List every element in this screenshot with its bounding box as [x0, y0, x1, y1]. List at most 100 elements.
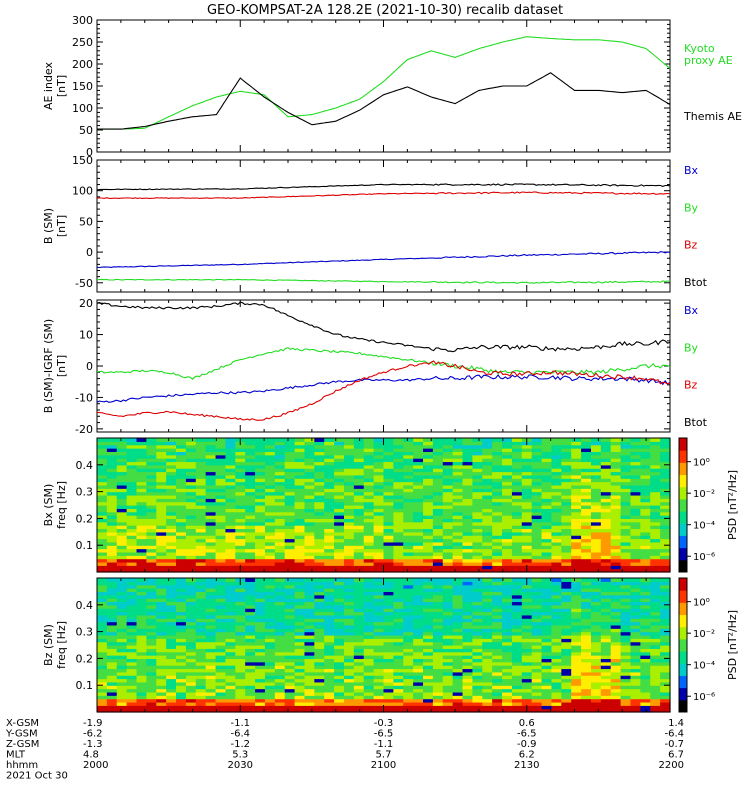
spectrogram-cell	[106, 588, 118, 592]
spectrogram-cell	[205, 471, 217, 476]
spectrogram-cell	[660, 545, 671, 550]
spectrogram-cell	[590, 591, 602, 596]
spectrogram-cell	[146, 708, 157, 713]
spectrogram-cell	[423, 461, 434, 466]
spectrogram-cell	[166, 561, 177, 566]
spectrogram-cell	[482, 454, 493, 459]
spectrogram-cell	[205, 701, 217, 706]
spectrogram-cell	[185, 531, 197, 536]
spectrogram-cell	[432, 558, 444, 563]
spectrogram-cell	[205, 614, 217, 619]
spectrogram-cell	[294, 461, 306, 466]
spectrogram-cell	[511, 645, 523, 649]
spectrogram-cell	[304, 691, 315, 696]
spectrogram-cell	[660, 551, 671, 556]
spectrogram-cell	[116, 508, 128, 513]
series-line	[96, 278, 670, 284]
spectrogram-cell	[650, 551, 661, 556]
spectrogram-cell	[571, 461, 582, 466]
spectrogram-cell	[106, 698, 118, 703]
spectrogram-cell	[403, 451, 414, 456]
spectrogram-cell	[294, 658, 306, 663]
spectrogram-cell	[235, 488, 246, 493]
spectrogram-cell	[264, 464, 276, 469]
spectrogram-cell	[472, 461, 483, 466]
spectrogram-cell	[373, 454, 385, 459]
spectrogram-cell	[373, 681, 385, 686]
spectrogram-cell	[264, 638, 276, 643]
spectrogram-cell	[531, 655, 543, 659]
spectrogram-cell	[363, 708, 375, 713]
spectrogram-cell	[640, 525, 651, 530]
spectrogram-cell	[304, 531, 315, 536]
spectrogram-cell	[176, 478, 187, 483]
spectrogram-cell	[511, 668, 523, 673]
spectrogram-cell	[97, 468, 108, 473]
spectrogram-cell	[531, 531, 543, 536]
spectrogram-cell	[284, 578, 296, 582]
spectrogram-cell	[126, 631, 138, 636]
spectrogram-cell	[561, 561, 572, 566]
spectrogram-cell	[274, 551, 286, 556]
spectrogram-cell	[452, 685, 464, 690]
spectrogram-cell	[590, 505, 602, 509]
spectrogram-cell	[452, 474, 464, 479]
spectrogram-cell	[176, 501, 187, 506]
spectrogram-cell	[610, 541, 622, 546]
spectrogram-cell	[116, 581, 128, 586]
spectrogram-cell	[334, 535, 345, 540]
spectrogram-cell	[245, 691, 256, 696]
spectrogram-cell	[116, 594, 128, 599]
spectrogram-cell	[373, 508, 385, 513]
spectrogram-cell	[432, 528, 444, 533]
spectrogram-cell	[432, 594, 444, 599]
spectrogram-cell	[452, 618, 464, 623]
spectrogram-cell	[176, 454, 187, 459]
spectrogram-cell	[511, 648, 523, 653]
spectrogram-cell	[630, 648, 641, 653]
spectrogram-cell	[324, 701, 335, 706]
spectrogram-cell	[373, 578, 385, 582]
spectrogram-cell	[561, 661, 572, 666]
spectrogram-cell	[185, 624, 197, 629]
spectrogram-cell	[541, 558, 553, 563]
spectrogram-cell	[166, 611, 177, 616]
spectrogram-cell	[610, 454, 622, 459]
spectrogram-cell	[511, 488, 523, 493]
spectrogram-cell	[383, 555, 394, 560]
spectrogram-cell	[620, 438, 632, 442]
spectrogram-cell	[343, 438, 355, 442]
spectrogram-cell	[600, 521, 612, 526]
spectrogram-cell	[571, 451, 582, 456]
spectrogram-cell	[264, 561, 276, 566]
spectrogram-cell	[561, 541, 572, 546]
spectrogram-cell	[225, 688, 236, 693]
spectrogram-cell	[403, 464, 414, 469]
spectrogram-cell	[531, 468, 543, 473]
spectrogram-cell	[620, 604, 632, 609]
spectrogram-cell	[156, 678, 167, 683]
spectrogram-cell	[97, 628, 108, 633]
spectrogram-cell	[561, 478, 572, 483]
spectrogram-cell	[274, 598, 286, 603]
spectrogram-cell	[284, 618, 296, 623]
spectrogram-cell	[482, 535, 493, 540]
spectrogram-cell	[126, 634, 138, 639]
spectrogram-cell	[571, 494, 582, 499]
spectrogram-cell	[630, 444, 641, 449]
spectrogram-cell	[185, 584, 197, 589]
spectrogram-cell	[472, 698, 483, 703]
spectrogram-cell	[620, 474, 632, 479]
spectrogram-cell	[393, 624, 404, 629]
spectrogram-cell	[383, 444, 394, 449]
spectrogram-cell	[630, 438, 641, 442]
spectrogram-cell	[136, 438, 147, 442]
spectrogram-cell	[600, 474, 612, 479]
spectrogram-cell	[630, 665, 641, 670]
spectrogram-cell	[373, 608, 385, 613]
spectrogram-cell	[521, 594, 533, 599]
spectrogram-cell	[511, 584, 523, 589]
spectrogram-cell	[482, 515, 493, 519]
spectrogram-cell	[294, 578, 306, 582]
spectrogram-cell	[343, 668, 355, 673]
